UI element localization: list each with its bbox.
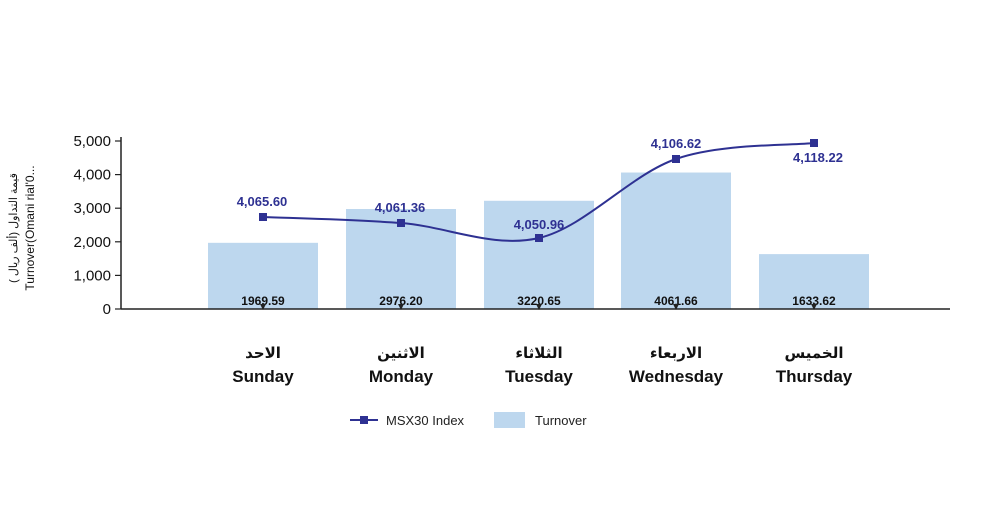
- y-tick-label: 3,000: [73, 200, 111, 217]
- y-axis-title-arabic: ( قيمة التداول (ألف ريال: [6, 173, 20, 283]
- turnover-bar-thursday: [759, 254, 869, 309]
- legend-label-msx30: MSX30 Index: [386, 413, 465, 428]
- x-category-label: Tuesday: [505, 367, 573, 386]
- x-category-label: Monday: [369, 367, 434, 386]
- msx30-data-label: 4,118.22: [793, 150, 843, 165]
- turnover-marker: [260, 304, 266, 310]
- y-tick-label: 1,000: [73, 267, 111, 284]
- x-category-label-arabic: الاربعاء: [650, 345, 702, 362]
- turnover-marker: [811, 304, 817, 310]
- x-category-label-arabic: الخميس: [785, 345, 844, 362]
- turnover-marker: [536, 304, 542, 310]
- turnover-data-label: 1969.59: [241, 294, 285, 308]
- msx30-data-label: 4,061.36: [375, 200, 426, 215]
- y-tick-label: 4,000: [73, 167, 111, 184]
- turnover-data-label: 1633.62: [792, 294, 836, 308]
- turnover-bar-wednesday: [621, 172, 731, 309]
- x-category-label-arabic: الاثنين: [377, 345, 425, 362]
- msx30-data-label: 4,050.96: [514, 217, 565, 232]
- msx30-point: [259, 213, 267, 221]
- turnover-marker: [398, 304, 404, 310]
- x-category-label: Sunday: [232, 367, 294, 386]
- x-category-label: Wednesday: [629, 367, 724, 386]
- x-category-label-arabic: الاحد: [245, 345, 281, 362]
- y-tick-label: 0: [103, 301, 111, 318]
- msx30-point: [535, 234, 543, 242]
- legend-label-turnover: Turnover: [535, 413, 587, 428]
- turnover-marker: [673, 304, 679, 310]
- y-tick-label: 5,000: [73, 133, 111, 150]
- msx30-point: [810, 139, 818, 147]
- msx30-point: [672, 155, 680, 163]
- turnover-data-label: 4061.66: [654, 294, 698, 308]
- x-category-label-arabic: الثلاثاء: [515, 345, 562, 362]
- x-category-label: Thursday: [776, 367, 853, 386]
- msx30-data-label: 4,065.60: [237, 194, 288, 209]
- legend-line-marker: [360, 416, 368, 424]
- turnover-bar-sunday: [208, 242, 318, 309]
- y-axis-title-english: Turnover(Omani rial'0...: [23, 165, 37, 290]
- turnover-data-label: 2976.20: [379, 294, 423, 308]
- msx30-point: [397, 219, 405, 227]
- turnover-data-label: 3220.65: [517, 294, 561, 308]
- turnover-bar-tuesday: [484, 200, 594, 309]
- msx30-data-label: 4,106.62: [651, 136, 702, 151]
- y-tick-label: 2,000: [73, 234, 111, 251]
- legend-bar-swatch: [494, 412, 525, 428]
